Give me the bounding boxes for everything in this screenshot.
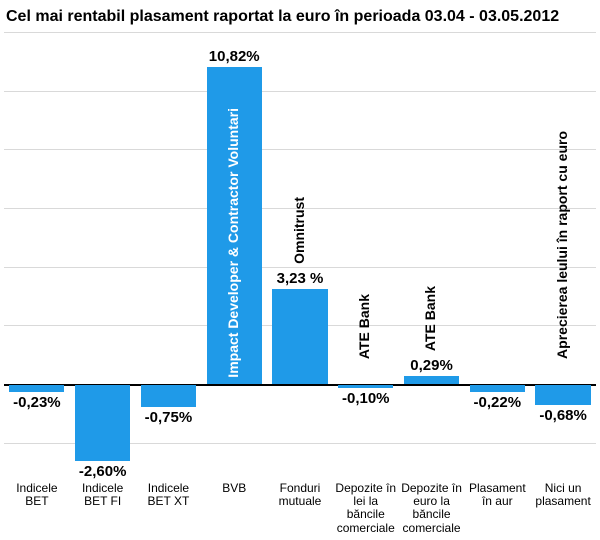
bar-value-label: 0,29%: [399, 357, 465, 374]
bar-caption: ATE Bank: [357, 294, 372, 359]
bar-cell: 3,23 % Omnitrust Fonduri mutuale: [267, 32, 333, 540]
category-label: Indicele BET XT: [136, 482, 202, 540]
bar-value-label: 3,23 %: [267, 270, 333, 287]
bar-value-label: -0,75%: [136, 409, 202, 426]
category-label: Depozite în lei la băncile comerciale: [333, 482, 399, 540]
bar-cell: 0,29% ATE Bank Depozite în euro la băncile…: [399, 32, 465, 540]
bar-caption: Aprecierea leului în raport cu euro: [555, 131, 570, 359]
bar-value-label: -0,10%: [333, 390, 399, 407]
bar: [338, 385, 393, 388]
category-label: Nici un plasament: [530, 482, 596, 540]
bar-value-label: 10,82%: [201, 48, 267, 65]
bar-cell: 10,82% Impact Developer & Contractor Volu…: [201, 32, 267, 540]
category-label: Plasament în aur: [464, 482, 530, 540]
category-label: Fonduri mutuale: [267, 482, 333, 540]
category-label: BVB: [201, 482, 267, 540]
bar-value-label: -0,68%: [530, 407, 596, 424]
chart-plot-area: -0,23%Indicele BET-2,60%Indicele BET FI-…: [4, 32, 596, 540]
bar-caption: Impact Developer & Contractor Voluntari: [226, 108, 241, 378]
category-label: Indicele BET FI: [70, 482, 136, 540]
bar-cell: -0,10% ATE Bank Depozite în lei la băncile…: [333, 32, 399, 540]
bar-cell: -0,75% Indicele BET XT: [136, 32, 202, 540]
bar: [141, 385, 196, 407]
chart-title: Cel mai rentabil plasament raportat la e…: [4, 8, 596, 32]
bar: [75, 385, 130, 461]
category-label: Indicele BET: [4, 482, 70, 540]
bar-cell: -0,68% Aprecierea leului în raport cu eur…: [530, 32, 596, 540]
chart-container: Cel mai rentabil plasament raportat la e…: [0, 0, 600, 540]
bar-cell: -0,23% Indicele BET: [4, 32, 70, 540]
bar-cell: -0,22% Plasament în aur: [464, 32, 530, 540]
bar-value-label: -2,60%: [70, 463, 136, 480]
bar: [9, 385, 64, 392]
bar: [535, 385, 590, 405]
bar-caption: Omnitrust: [292, 197, 307, 264]
bar-cell: -2,60% Indicele BET FI: [70, 32, 136, 540]
bar: [470, 385, 525, 391]
bar: [404, 376, 459, 385]
category-label: Depozite în euro la băncile comerciale: [399, 482, 465, 540]
bar-value-label: -0,23%: [4, 394, 70, 411]
bar-caption: ATE Bank: [423, 286, 438, 351]
bar: [272, 289, 327, 384]
bar-value-label: -0,22%: [464, 394, 530, 411]
